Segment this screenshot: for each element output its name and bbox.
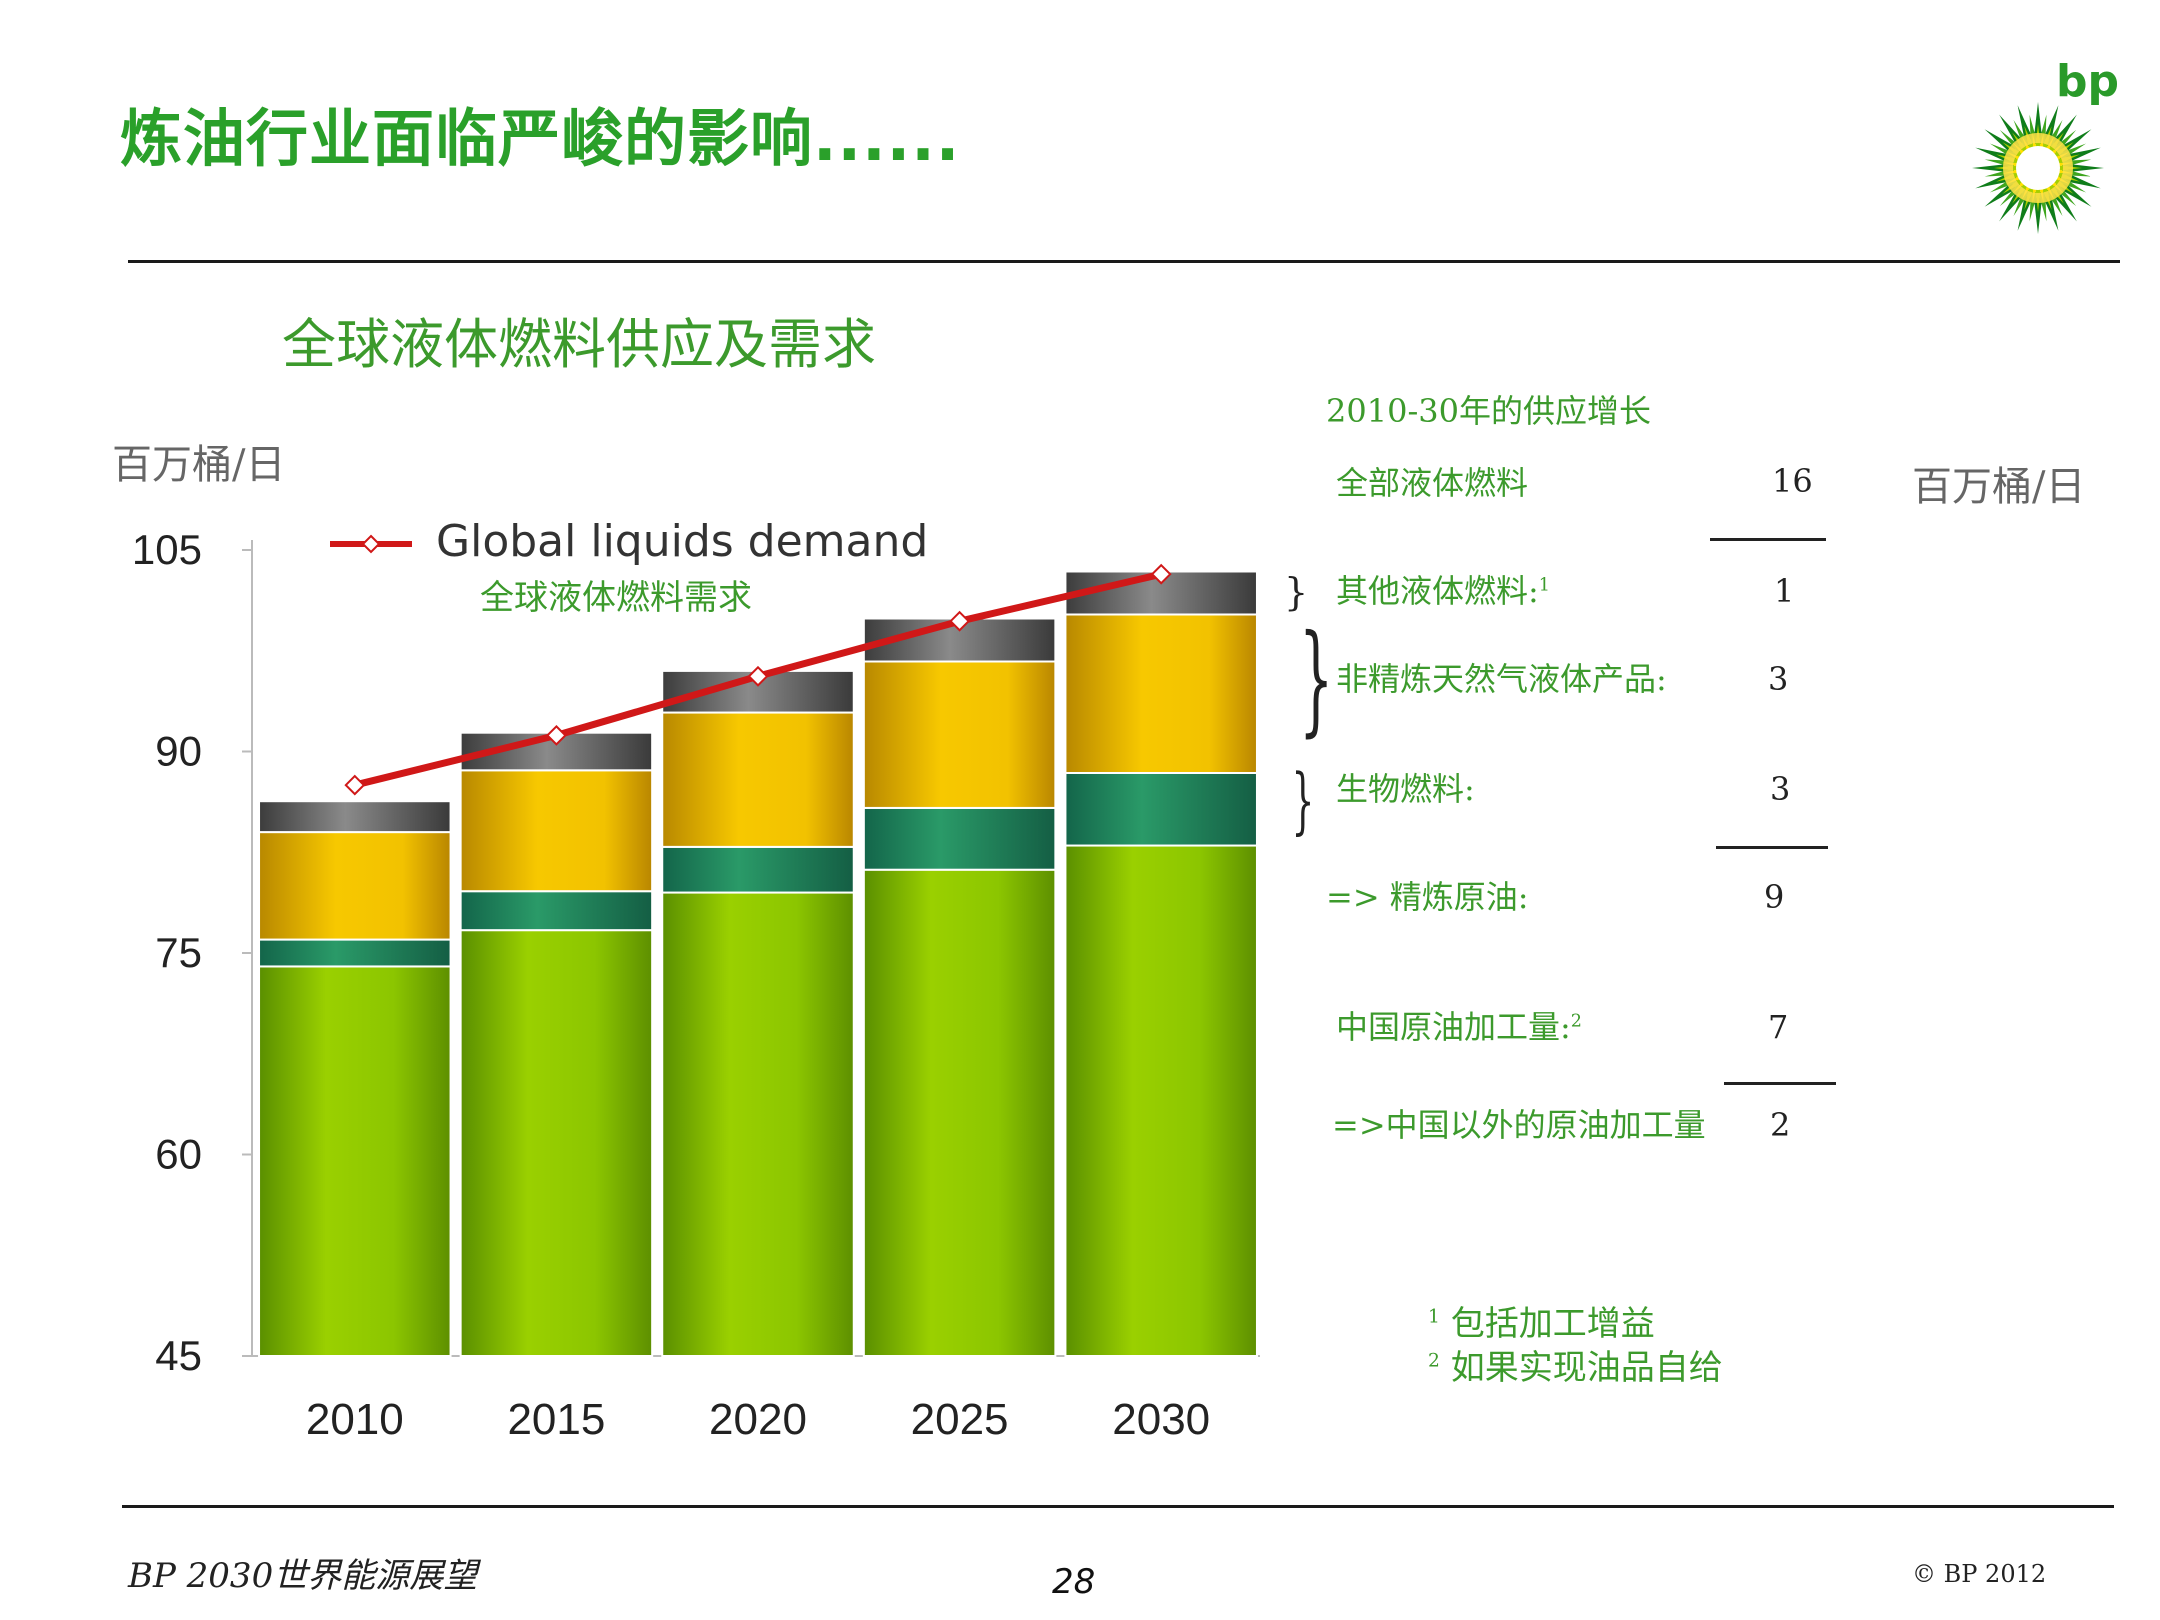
bar-segment <box>1064 613 1258 774</box>
page-number: 28 <box>1052 1562 1096 1602</box>
bar-segment <box>661 845 855 894</box>
demand-point <box>949 610 971 632</box>
y-axis-unit: 百万桶/日 <box>112 442 286 488</box>
bar-segment <box>1064 844 1258 1357</box>
legend-label-cn: 全球液体燃料需求 <box>480 578 752 618</box>
panel-row-value: 2 <box>1770 1106 1791 1144</box>
panel-row-label: 全部液体燃料 <box>1336 464 1529 502</box>
panel-unit: 百万桶/日 <box>1912 464 2086 510</box>
y-tick-label: 90 <box>155 728 202 775</box>
x-tick-label: 2030 <box>1112 1395 1210 1444</box>
bar-segment <box>258 800 452 834</box>
panel-heading: 2010-30年的供应增长 <box>1326 392 1651 430</box>
helios-icon <box>1972 102 2104 234</box>
panel-row-label: => 精炼原油: <box>1326 878 1529 916</box>
bp-logo: bp <box>1968 56 2119 236</box>
panel-row-value: 9 <box>1764 878 1785 916</box>
top-divider <box>128 260 2120 263</box>
x-tick-label: 2010 <box>306 1395 404 1444</box>
demand-point <box>747 665 769 687</box>
bar-segment <box>258 938 452 968</box>
y-tick-label: 75 <box>155 929 202 976</box>
panel-divider <box>1710 538 1826 541</box>
y-tick-label: 45 <box>155 1332 202 1379</box>
bar-segment <box>1064 771 1258 847</box>
panel-row-value: 7 <box>1768 1008 1789 1046</box>
y-tick-label: 105 <box>132 526 202 573</box>
brace: } <box>1291 758 1315 842</box>
x-tick-label: 2020 <box>709 1395 807 1444</box>
bar-segment <box>258 965 452 1357</box>
bar-segment <box>459 769 654 893</box>
panel-row-label: 生物燃料: <box>1336 770 1475 808</box>
demand-point <box>344 774 366 796</box>
legend-line-icon <box>330 534 412 554</box>
panel-row-label: =>中国以外的原油加工量 <box>1332 1106 1706 1144</box>
bar-segment <box>862 660 1057 809</box>
bar-segment <box>258 831 452 941</box>
demand-point <box>1150 563 1172 585</box>
brace: } <box>1298 610 1334 749</box>
bar-segment <box>459 929 654 1357</box>
panel-row-label: 非精炼天然气液体产品: <box>1336 660 1667 698</box>
panel-row-value: 1 <box>1774 572 1795 610</box>
panel-divider <box>1724 1082 1836 1085</box>
bottom-divider <box>122 1505 2114 1508</box>
bar-segment <box>661 891 855 1357</box>
y-tick-label: 60 <box>155 1131 202 1178</box>
bar-segment <box>459 890 654 932</box>
panel-row-value: 3 <box>1768 660 1789 698</box>
panel-row-label: 中国原油加工量:2 <box>1336 1008 1582 1046</box>
stacked-bar-chart: 105 90 75 60 45 2010 2015 2020 2025 2030 <box>132 526 1260 1444</box>
bar-segment <box>862 806 1057 871</box>
page-title: 炼油行业面临严峻的影响...... <box>120 102 961 175</box>
panel-row-value: 16 <box>1772 462 1813 500</box>
bp-logo-text: bp <box>2056 56 2119 107</box>
footnote: 1 包括加工增益 <box>1428 1304 1655 1344</box>
panel-row-label: 其他液体燃料:1 <box>1336 572 1550 610</box>
x-tick-label: 2015 <box>507 1395 605 1444</box>
bar-segment <box>661 711 855 848</box>
footer-title: BP 2030世界能源展望 <box>128 1556 478 1596</box>
bar-segment <box>862 868 1057 1357</box>
copyright: © BP 2012 <box>1912 1560 2047 1588</box>
panel-row-value: 3 <box>1770 770 1791 808</box>
legend-label: Global liquids demand <box>436 516 929 567</box>
panel-divider <box>1716 846 1828 849</box>
x-tick-label: 2025 <box>911 1395 1009 1444</box>
chart-title: 全球液体燃料供应及需求 <box>282 313 876 376</box>
brace: } <box>1284 570 1309 614</box>
footnote: 2 如果实现油品自给 <box>1428 1348 1723 1388</box>
demand-point <box>545 724 567 746</box>
